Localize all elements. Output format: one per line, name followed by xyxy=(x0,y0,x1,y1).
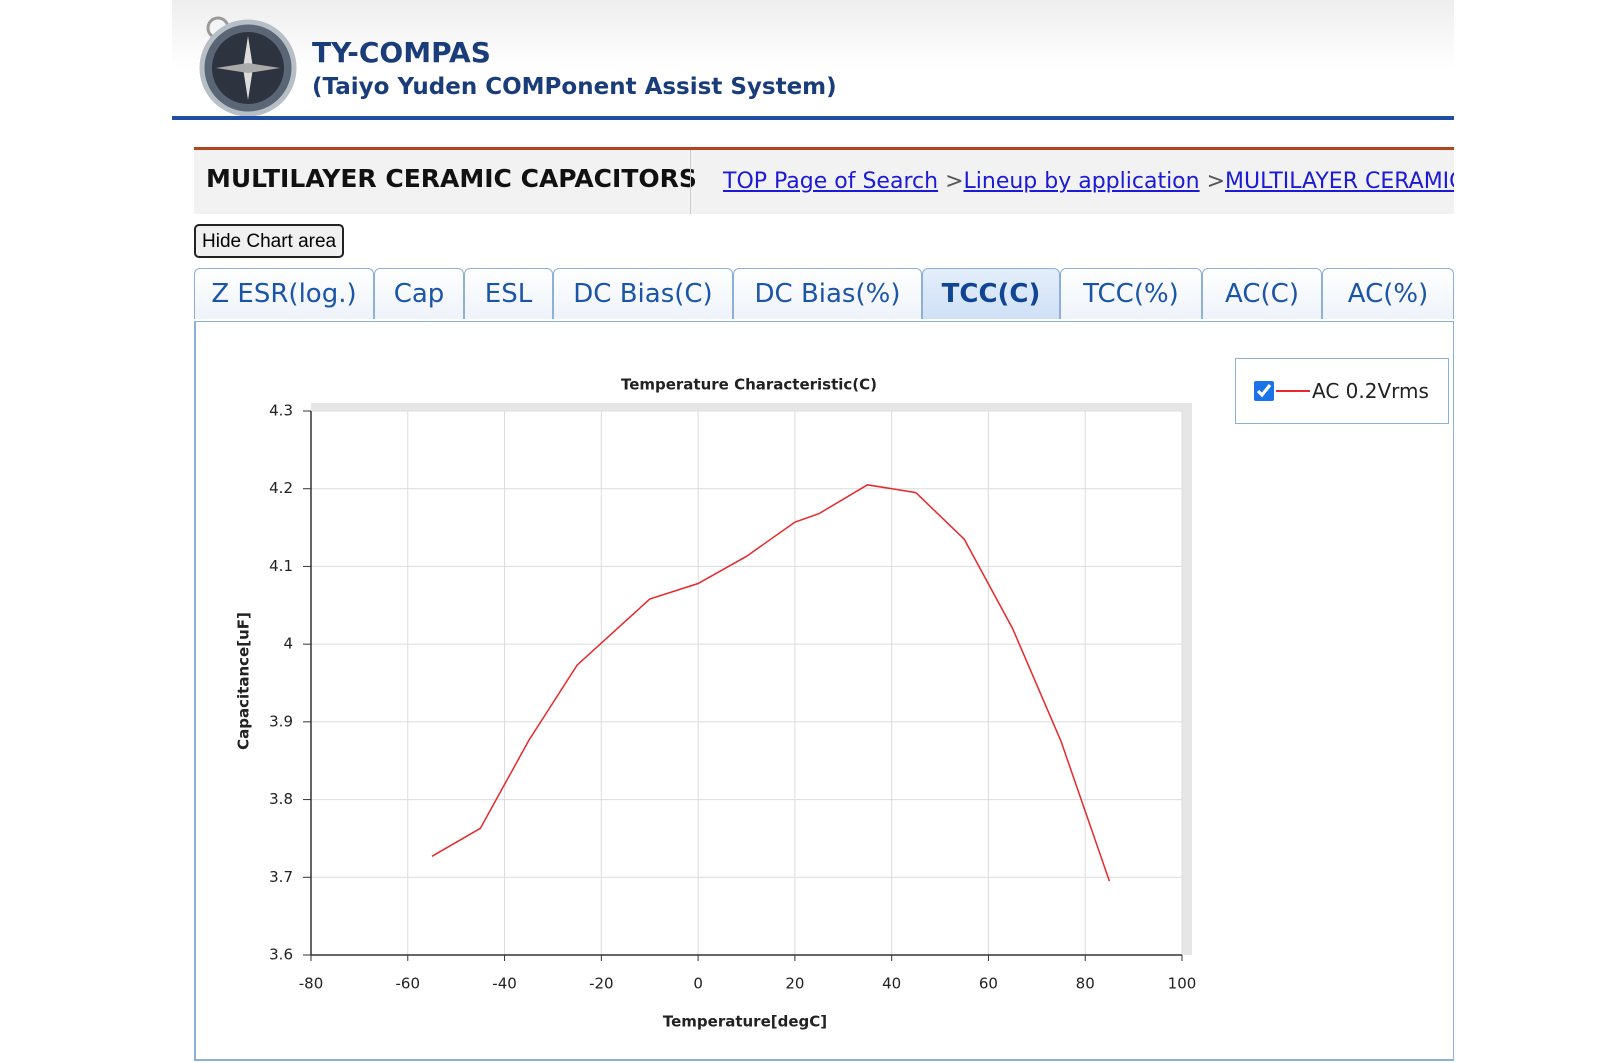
x-tick-label: -80 xyxy=(299,975,324,993)
tab-bar: Z ESR(log.) Cap ESL DC Bias(C) DC Bias(%… xyxy=(194,268,1454,321)
tab[interactable]: TCC(%) xyxy=(1060,268,1202,319)
x-tick-label: -20 xyxy=(589,975,614,993)
tab[interactable]: Z ESR(log.) xyxy=(194,268,374,319)
y-tick-label: 4.2 xyxy=(269,479,293,497)
y-tick-label: 3.8 xyxy=(269,790,293,808)
series-toggle[interactable] xyxy=(1254,381,1274,401)
y-tick-label: 4.3 xyxy=(269,402,293,420)
x-tick-label: 80 xyxy=(1076,975,1095,993)
tab[interactable]: Cap xyxy=(374,268,464,319)
tab[interactable]: ESL xyxy=(464,268,553,319)
y-tick-label: 3.7 xyxy=(269,868,293,886)
y-tick-label: 4.1 xyxy=(269,557,293,575)
x-tick-label: 100 xyxy=(1168,975,1197,993)
legend-label: AC 0.2Vrms xyxy=(1312,379,1429,403)
y-tick-label: 4 xyxy=(283,635,293,653)
legend: AC 0.2Vrms xyxy=(1235,358,1449,424)
x-axis-label: Temperature[degC] xyxy=(663,1013,827,1031)
tab[interactable]: TCC(C) xyxy=(922,268,1060,319)
x-tick-label: 40 xyxy=(882,975,901,993)
separator: > xyxy=(945,169,964,194)
logo xyxy=(199,16,297,116)
breadcrumb-link[interactable]: MULTILAYER CERAMIC xyxy=(1225,169,1454,194)
legend-swatch xyxy=(1276,390,1310,392)
y-tick-label: 3.9 xyxy=(269,712,293,730)
chart-panel: Temperature Characteristic(C) Temperatur… xyxy=(194,321,1454,1061)
x-tick-label: -40 xyxy=(492,975,517,993)
tab[interactable]: AC(C) xyxy=(1202,268,1322,319)
breadcrumb-link[interactable]: TOP Page of Search xyxy=(723,169,939,194)
chart-title: Temperature Characteristic(C) xyxy=(621,376,877,394)
breadcrumb-link[interactable]: Lineup by application xyxy=(963,169,1200,194)
x-tick-label: 20 xyxy=(785,975,804,993)
y-axis-label: Capacitance[uF] xyxy=(235,612,253,750)
plot-area xyxy=(311,411,1182,955)
tab[interactable]: AC(%) xyxy=(1322,268,1454,319)
series-line xyxy=(431,484,1111,882)
header: TY-COMPAS (Taiyo Yuden COMPonent Assist … xyxy=(172,0,1454,120)
app-title: TY-COMPAS xyxy=(312,36,491,69)
breadcrumb: TOP Page of Search >Lineup by applicatio… xyxy=(690,150,1454,214)
hide-chart-button[interactable]: Hide Chart area xyxy=(194,224,345,258)
tab[interactable]: DC Bias(%) xyxy=(733,268,922,319)
y-tick-label: 3.6 xyxy=(269,946,293,964)
tab[interactable]: DC Bias(C) xyxy=(553,268,733,319)
breadcrumb-bar: MULTILAYER CERAMIC CAPACITORS TOP Page o… xyxy=(194,147,1454,214)
x-tick-label: 60 xyxy=(979,975,998,993)
chart: Temperature Characteristic(C) Temperatur… xyxy=(235,376,1197,1031)
page-heading: MULTILAYER CERAMIC CAPACITORS xyxy=(206,164,697,193)
x-tick-label: 0 xyxy=(693,975,703,993)
x-tick-label: -60 xyxy=(396,975,421,993)
separator: > xyxy=(1206,169,1226,194)
app-subtitle: (Taiyo Yuden COMPonent Assist System) xyxy=(312,74,837,100)
